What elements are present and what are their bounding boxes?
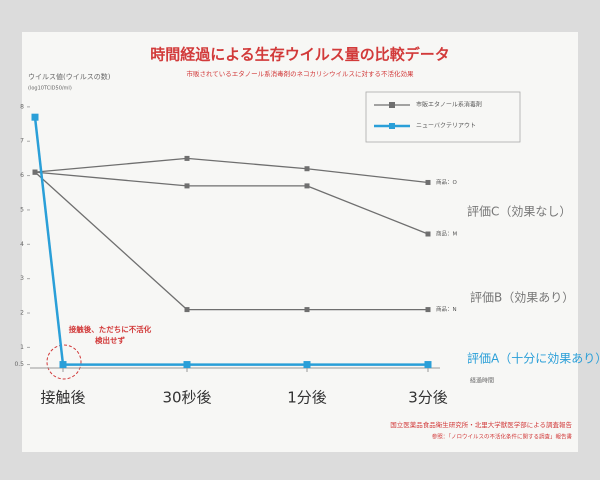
series-label: 商品：M bbox=[436, 230, 458, 238]
rating-b: 評価B（効果あり） bbox=[470, 290, 574, 305]
point bbox=[184, 307, 190, 313]
note: 接触後、ただちに不活化 bbox=[69, 324, 152, 334]
paper bbox=[22, 32, 578, 452]
line-segment bbox=[306, 168, 429, 184]
series-label: 商品：N bbox=[436, 305, 457, 313]
x-tick-label: 1分後 bbox=[287, 389, 327, 407]
line-segment bbox=[186, 157, 308, 170]
point bbox=[304, 183, 310, 189]
x-axis-label: 経過時間 bbox=[470, 377, 494, 385]
point bbox=[184, 183, 190, 189]
point bbox=[304, 166, 310, 172]
point bbox=[424, 361, 432, 369]
point bbox=[31, 113, 39, 121]
legend-label: 市販エタノール系消毒剤 bbox=[416, 101, 482, 109]
y-tick-label: 4 bbox=[20, 241, 24, 248]
line-segment bbox=[34, 157, 188, 173]
point bbox=[425, 179, 431, 185]
x-tick-label: 接触後 bbox=[40, 389, 85, 407]
y-tick-label: 1 bbox=[20, 344, 24, 351]
point bbox=[425, 307, 431, 313]
y-tick-label: 8 bbox=[20, 103, 24, 110]
y-tick-label: 0.5 bbox=[14, 361, 24, 368]
x-tick-label: 3分後 bbox=[408, 389, 448, 407]
point bbox=[184, 155, 190, 161]
line-segment bbox=[306, 185, 429, 235]
highlight-circle bbox=[46, 344, 82, 380]
point bbox=[303, 361, 311, 369]
legend-marker bbox=[389, 102, 395, 108]
y-tick-label: 3 bbox=[20, 275, 24, 282]
legend-box bbox=[365, 91, 521, 143]
line-segment bbox=[34, 171, 188, 311]
footer: 参照：「ノロウイルスの不活化条件に関する調査」報告書 bbox=[432, 433, 573, 441]
y-tick-label: 2 bbox=[20, 310, 24, 317]
rating-a: 評価A（十分に効果あり） bbox=[467, 351, 600, 366]
point bbox=[304, 307, 310, 313]
y-tick-label: 5 bbox=[20, 206, 24, 213]
y-axis-label: ウイルス値(ウイルスの数) bbox=[28, 72, 111, 81]
line-segment bbox=[33, 117, 65, 365]
note: 検出せず bbox=[95, 335, 125, 345]
rating-c: 評価C（効果なし） bbox=[467, 204, 571, 219]
point bbox=[32, 169, 38, 175]
point bbox=[183, 361, 191, 369]
legend-label: ニューバクテリアウト bbox=[416, 122, 476, 130]
y-axis-unit: (log10TCID50/ml) bbox=[28, 86, 72, 92]
point bbox=[59, 361, 67, 369]
y-tick-label: 7 bbox=[20, 138, 24, 145]
series-label: 商品：O bbox=[436, 178, 458, 186]
legend-marker bbox=[389, 123, 395, 129]
chart-title: 時間経過による生存ウイルス量の比較データ bbox=[150, 46, 450, 64]
line-segment bbox=[34, 171, 188, 187]
chart-subtitle: 市販されているエタノール系消毒剤のネコカリシウイルスに対する不活化効果 bbox=[187, 69, 414, 78]
point bbox=[425, 231, 431, 237]
footer: 国立医薬品食品衛生研究所・北里大学獣医学部による調査報告 bbox=[390, 420, 572, 429]
y-tick-label: 6 bbox=[20, 172, 24, 179]
x-tick-label: 30秒後 bbox=[162, 389, 211, 407]
